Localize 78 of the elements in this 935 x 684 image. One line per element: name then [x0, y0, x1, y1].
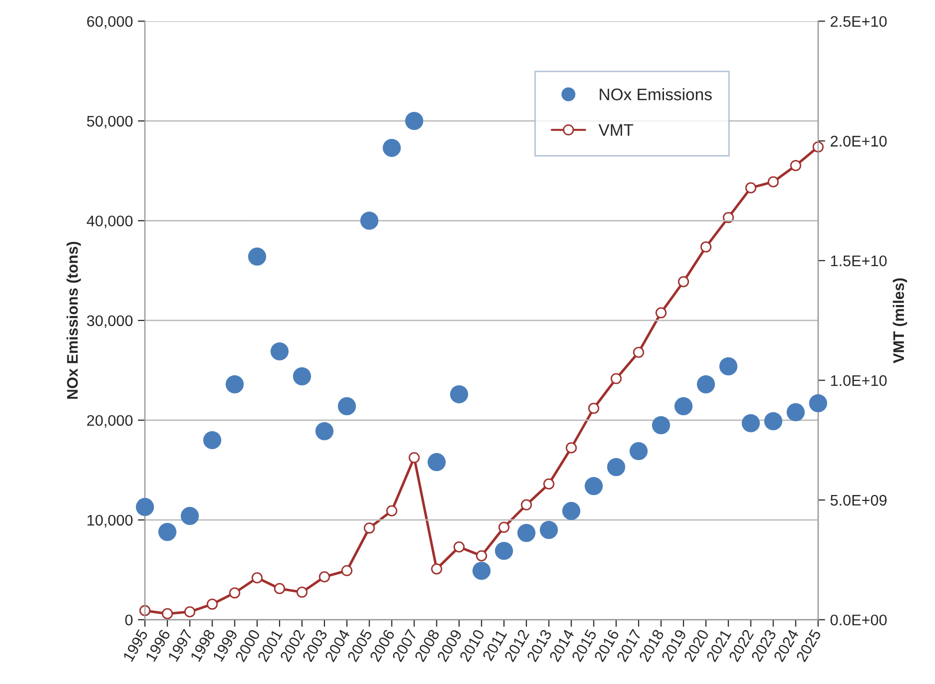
point — [158, 522, 176, 541]
y-tick-label: 50,000 — [87, 116, 133, 128]
point — [700, 241, 712, 253]
point — [382, 138, 401, 157]
point — [517, 524, 536, 542]
point — [226, 375, 244, 394]
point — [428, 453, 446, 472]
point — [652, 416, 670, 434]
point — [296, 586, 308, 598]
point — [136, 498, 154, 516]
point — [360, 212, 378, 230]
point — [408, 452, 420, 464]
y2-tick-label: 2.5E+10 — [830, 16, 887, 27]
y2-tick-label: 1.0E+10 — [831, 375, 887, 386]
point — [318, 571, 330, 582]
point — [588, 402, 600, 414]
y2-tick-label: 1.5E+10 — [831, 255, 887, 266]
y-axis-title: NOx Emissions (tons) — [66, 242, 81, 399]
y-tick-label: 10,000 — [88, 514, 133, 528]
y2-tick-label: 5.0E+09 — [830, 494, 887, 506]
point — [610, 373, 622, 384]
point — [184, 606, 196, 618]
point — [764, 412, 782, 430]
point — [745, 182, 756, 194]
point — [248, 248, 266, 266]
point — [812, 141, 824, 152]
point — [476, 550, 488, 562]
point — [270, 342, 289, 360]
point — [338, 397, 356, 416]
point — [520, 499, 532, 510]
point — [719, 357, 738, 376]
point — [678, 276, 690, 288]
point — [252, 572, 263, 584]
point — [450, 385, 468, 404]
y-tick-label: 20,000 — [87, 415, 133, 428]
point — [431, 563, 442, 575]
point — [630, 442, 648, 460]
point — [341, 565, 352, 576]
point — [364, 522, 375, 534]
point — [180, 506, 199, 526]
point — [562, 502, 580, 520]
point — [607, 458, 626, 476]
point — [454, 541, 465, 552]
point — [696, 375, 715, 394]
point — [543, 478, 554, 490]
y2-tick-label: 0.0E+00 — [830, 614, 887, 626]
point — [633, 346, 644, 358]
point — [203, 431, 222, 450]
point — [472, 562, 491, 580]
point — [768, 176, 779, 188]
y2-axis-title: VMT (miles) — [892, 278, 908, 364]
point — [229, 587, 240, 598]
point — [584, 476, 603, 496]
point — [674, 397, 693, 416]
point — [405, 112, 424, 130]
point — [162, 608, 173, 620]
point — [139, 605, 150, 616]
y-tick-label: 40,000 — [86, 216, 133, 228]
point — [206, 598, 218, 610]
point — [498, 522, 510, 533]
y2-tick-label: 2.0E+10 — [830, 136, 887, 147]
point — [790, 160, 802, 172]
y-tick-label: 0 — [125, 614, 133, 626]
y-tick-label: 60,000 — [87, 16, 133, 29]
y-tick-label: 30,000 — [86, 315, 133, 328]
point — [655, 307, 667, 318]
point — [315, 422, 334, 440]
point — [786, 403, 805, 422]
point — [809, 394, 828, 412]
point — [566, 442, 577, 454]
legend-label: VMT — [598, 124, 634, 136]
point — [540, 520, 558, 539]
point — [386, 505, 398, 516]
point — [742, 414, 760, 432]
point — [494, 542, 514, 560]
point — [292, 367, 312, 386]
point — [274, 583, 286, 594]
legend-label: NOx Emissions — [600, 88, 712, 100]
